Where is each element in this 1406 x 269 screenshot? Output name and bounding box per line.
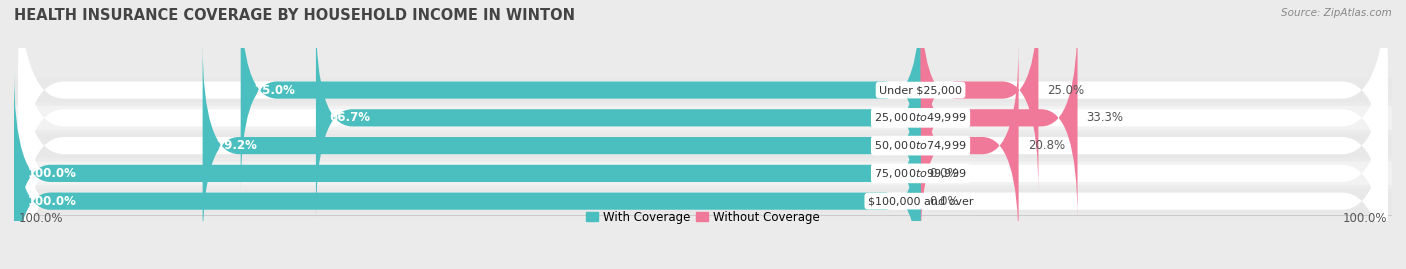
FancyBboxPatch shape: [14, 189, 1392, 213]
FancyBboxPatch shape: [921, 0, 1039, 193]
Legend: With Coverage, Without Coverage: With Coverage, Without Coverage: [582, 206, 824, 228]
Text: 0.0%: 0.0%: [929, 195, 959, 208]
FancyBboxPatch shape: [18, 71, 1388, 269]
FancyBboxPatch shape: [14, 78, 1392, 102]
FancyBboxPatch shape: [921, 43, 1018, 248]
Text: 66.7%: 66.7%: [329, 111, 371, 124]
FancyBboxPatch shape: [202, 43, 921, 248]
FancyBboxPatch shape: [14, 71, 921, 269]
Text: $100,000 and over: $100,000 and over: [868, 196, 973, 206]
FancyBboxPatch shape: [18, 15, 1388, 269]
FancyBboxPatch shape: [18, 43, 1388, 269]
Text: Under $25,000: Under $25,000: [879, 85, 962, 95]
Text: 100.0%: 100.0%: [28, 167, 76, 180]
FancyBboxPatch shape: [18, 0, 1388, 248]
Text: 75.0%: 75.0%: [254, 84, 295, 97]
FancyBboxPatch shape: [14, 99, 921, 269]
Text: 100.0%: 100.0%: [18, 212, 63, 225]
Text: $75,000 to $99,999: $75,000 to $99,999: [875, 167, 967, 180]
Text: 100.0%: 100.0%: [28, 195, 76, 208]
FancyBboxPatch shape: [316, 15, 921, 220]
Text: HEALTH INSURANCE COVERAGE BY HOUSEHOLD INCOME IN WINTON: HEALTH INSURANCE COVERAGE BY HOUSEHOLD I…: [14, 8, 575, 23]
Text: 33.3%: 33.3%: [1087, 111, 1123, 124]
Text: 0.0%: 0.0%: [929, 167, 959, 180]
FancyBboxPatch shape: [18, 0, 1388, 220]
FancyBboxPatch shape: [14, 134, 1392, 158]
FancyBboxPatch shape: [14, 161, 1392, 185]
Text: $50,000 to $74,999: $50,000 to $74,999: [875, 139, 967, 152]
Text: 25.0%: 25.0%: [1047, 84, 1084, 97]
Text: 79.2%: 79.2%: [217, 139, 257, 152]
FancyBboxPatch shape: [921, 15, 1077, 220]
FancyBboxPatch shape: [14, 106, 1392, 130]
Text: 100.0%: 100.0%: [1343, 212, 1388, 225]
Text: Source: ZipAtlas.com: Source: ZipAtlas.com: [1281, 8, 1392, 18]
Text: 20.8%: 20.8%: [1028, 139, 1064, 152]
Text: $25,000 to $49,999: $25,000 to $49,999: [875, 111, 967, 124]
FancyBboxPatch shape: [240, 0, 921, 193]
